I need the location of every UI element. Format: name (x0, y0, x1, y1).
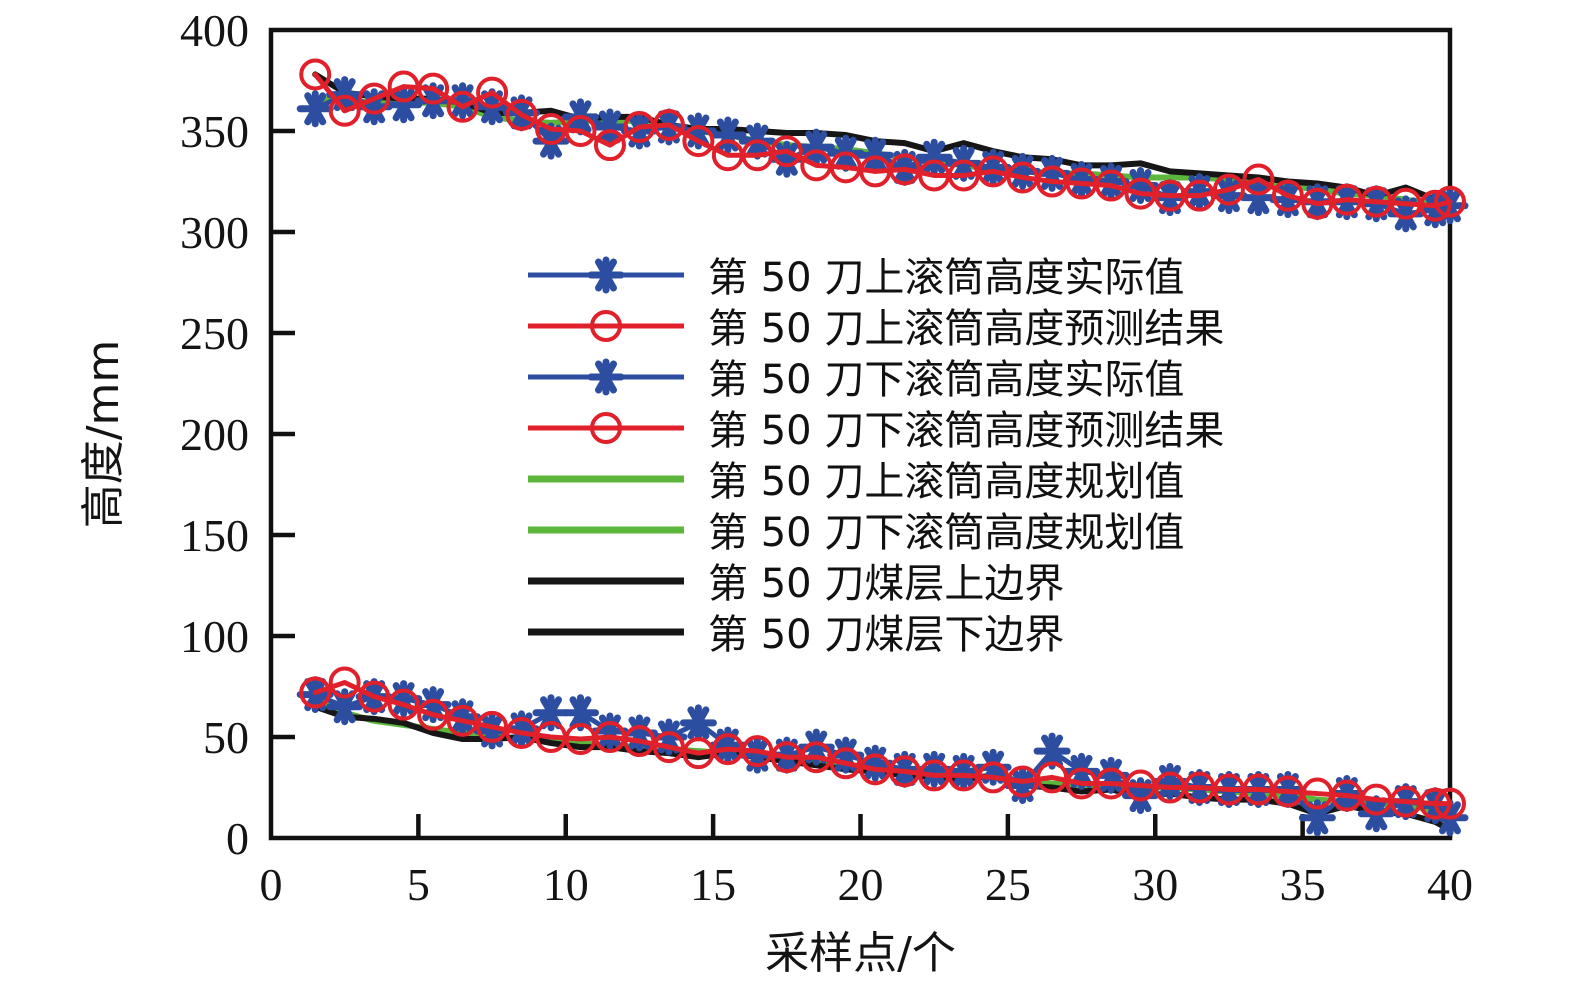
circle-marker (1183, 179, 1216, 212)
circle-marker (417, 72, 450, 105)
legend-item: 第 50 刀煤层上边界 (528, 561, 1064, 607)
circle-marker (1212, 173, 1245, 206)
circle-marker (1419, 189, 1452, 222)
circle-marker (652, 731, 685, 764)
legend-item: 第 50 刀煤层下边界 (528, 612, 1064, 658)
y-tick-label: 350 (180, 106, 249, 157)
x-tick-label: 20 (838, 859, 884, 910)
x-tick-label: 10 (543, 859, 589, 910)
circle-marker (358, 82, 391, 115)
legend-item: 第 50 刀上滚筒高度规划值 (528, 459, 1184, 505)
circle-marker (387, 688, 420, 721)
circle-marker (1271, 179, 1304, 212)
y-tick-labels: 0 50 100 150 200 250 300 350 400 (180, 5, 249, 864)
circle-marker (1434, 787, 1466, 820)
circle-marker (328, 94, 361, 127)
circle-marker (888, 153, 921, 186)
circle-marker (358, 680, 391, 713)
x-tick-label: 40 (1427, 859, 1473, 910)
circle-marker (505, 98, 538, 131)
circle-marker (623, 725, 656, 758)
legend-label: 第 50 刀上滚筒高度实际值 (708, 255, 1184, 301)
data-series-group (296, 58, 1469, 837)
x-tick-label: 30 (1132, 859, 1178, 910)
circle-marker (476, 76, 509, 109)
series-3 (299, 666, 1466, 820)
legend-item: 第 50 刀上滚筒高度实际值 (528, 255, 1184, 301)
circle-marker (299, 676, 332, 709)
x-tick-label: 0 (260, 859, 283, 910)
legend-label: 第 50 刀上滚筒高度规划值 (708, 459, 1184, 505)
circle-marker (652, 108, 685, 141)
circle-marker (593, 129, 626, 162)
legend-label: 第 50 刀下滚筒高度预测结果 (708, 408, 1224, 454)
legend-label: 第 50 刀上滚筒高度预测结果 (708, 306, 1224, 352)
legend-label: 第 50 刀煤层下边界 (708, 612, 1064, 658)
circle-marker (1036, 761, 1069, 794)
x-tick-label: 5 (407, 859, 430, 910)
circle-marker (564, 115, 597, 147)
circle-marker (446, 90, 479, 123)
legend-item: 第 50 刀下滚筒高度规划值 (528, 510, 1184, 556)
circle-marker (328, 666, 361, 699)
circle-marker (446, 704, 479, 737)
axis-ticks (271, 128, 1453, 838)
x-tick-label: 15 (690, 859, 736, 910)
y-axis-title: 高度/mm (78, 340, 129, 529)
circle-marker (476, 710, 509, 743)
legend-item: 第 50 刀上滚筒高度预测结果 (528, 306, 1224, 352)
circle-marker (1419, 787, 1452, 820)
y-tick-label: 400 (180, 5, 249, 56)
legend-item: 第 50 刀下滚筒高度实际值 (528, 357, 1184, 403)
circle-marker (770, 135, 803, 168)
circle-marker (1095, 169, 1128, 202)
circle-marker (590, 310, 622, 342)
circle-marker (829, 747, 862, 780)
circle-marker (299, 58, 332, 91)
circle-marker (1242, 163, 1275, 196)
legend-label: 第 50 刀煤层上边界 (708, 561, 1064, 607)
circle-marker (417, 698, 450, 731)
x-axis-title: 采样点/个 (765, 928, 956, 979)
y-tick-label: 150 (180, 510, 249, 561)
y-tick-label: 0 (226, 813, 249, 864)
legend-item: 第 50 刀下滚筒高度预测结果 (528, 408, 1224, 454)
x-tick-label: 25 (985, 859, 1031, 910)
y-tick-label: 200 (180, 409, 249, 460)
x-tick-labels: 0 5 10 15 20 25 30 35 40 (260, 859, 1474, 910)
y-tick-label: 100 (180, 611, 249, 662)
circle-marker (977, 155, 1010, 188)
circle-marker (590, 412, 622, 444)
legend-label: 第 50 刀下滚筒高度规划值 (708, 510, 1184, 556)
y-tick-label: 300 (180, 207, 249, 258)
circle-marker (800, 741, 833, 774)
legend-label: 第 50 刀下滚筒高度实际值 (708, 357, 1184, 403)
y-tick-label: 50 (203, 712, 249, 763)
series-1 (299, 58, 1466, 222)
circle-marker (1434, 185, 1466, 218)
y-tick-label: 250 (180, 308, 249, 359)
circle-marker (741, 735, 774, 768)
circle-marker (682, 125, 715, 158)
x-tick-label: 35 (1280, 859, 1326, 910)
